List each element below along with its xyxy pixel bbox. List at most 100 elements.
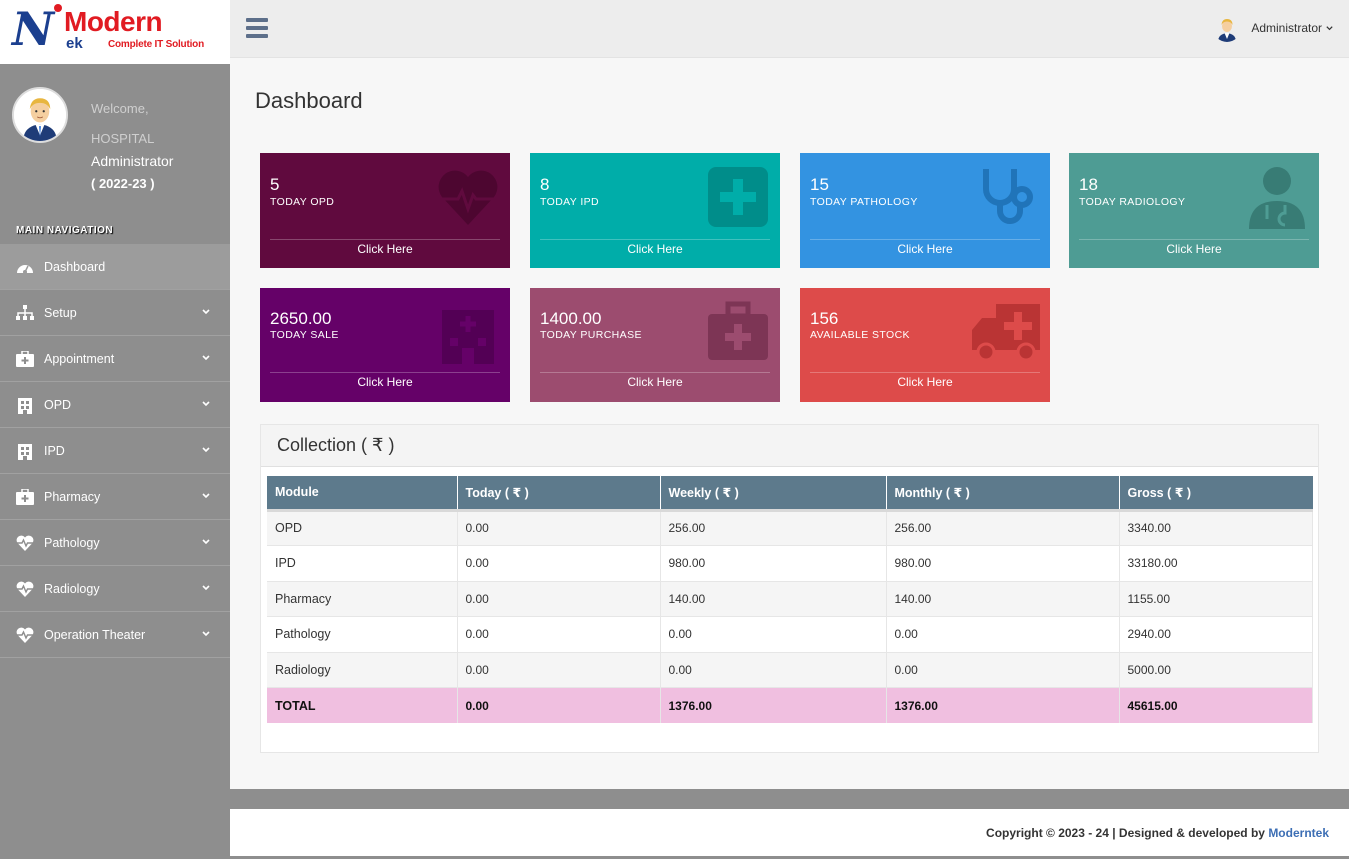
financial-year: ( 2022-23 ) [91, 176, 155, 191]
column-header: Gross ( ₹ ) [1119, 476, 1313, 510]
sidebar-item-setup[interactable]: Setup [0, 290, 230, 336]
stat-box-today-sale: 2650.00 TODAY SALE Click Here [260, 288, 510, 402]
medkit-icon [15, 488, 35, 506]
sidebar-item-pathology[interactable]: Pathology [0, 520, 230, 566]
chevron-down-icon [202, 539, 210, 545]
click-here-link[interactable]: Click Here [1079, 239, 1309, 256]
developer-link[interactable]: Moderntek [1268, 826, 1329, 840]
logo-tagline: Complete IT Solution [108, 39, 204, 50]
logo-dot [54, 4, 62, 12]
click-here-link[interactable]: Click Here [270, 239, 500, 256]
table-cell: 0.00 [457, 510, 661, 546]
table-cell: 140.00 [886, 581, 1120, 617]
org-name: HOSPITAL [91, 131, 155, 146]
user-menu[interactable]: Administrator [1213, 14, 1334, 42]
plus-square-icon [708, 167, 768, 227]
user-menu-label: Administrator [1251, 21, 1322, 35]
sidebar-item-label: Appointment [44, 351, 115, 366]
table-cell: 1376.00 [660, 687, 887, 723]
sidebar-item-operation-theater[interactable]: Operation Theater [0, 612, 230, 658]
sidebar: N Modern ek Complete IT Solution Welcome… [0, 0, 230, 859]
table-cell: 0.00 [457, 652, 661, 688]
collection-title: Collection ( ₹ ) [261, 425, 1318, 467]
copyright-text: Copyright © 2023 - 24 | Designed & devel… [986, 826, 1329, 840]
stat-label: TODAY OPD [270, 196, 335, 208]
column-header: Module [267, 476, 458, 510]
stat-label: TODAY PURCHASE [540, 329, 642, 341]
bottom-border [230, 856, 1349, 859]
table-cell: TOTAL [267, 687, 458, 723]
table-cell: 2940.00 [1119, 616, 1313, 653]
table-row: Pharmacy 0.00 140.00 140.00 1155.00 [267, 581, 1313, 617]
click-here-link[interactable]: Click Here [270, 372, 500, 389]
avatar [12, 87, 68, 143]
sidebar-item-radiology[interactable]: Radiology [0, 566, 230, 612]
stat-box-today-opd: 5 TODAY OPD Click Here [260, 153, 510, 268]
welcome-text: Welcome, [91, 101, 149, 116]
user-panel: Welcome, HOSPITAL Administrator ( 2022-2… [0, 64, 230, 214]
click-here-link[interactable]: Click Here [810, 239, 1040, 256]
sidebar-item-label: Operation Theater [44, 627, 146, 642]
chevron-down-icon [202, 447, 210, 453]
stat-box-today-ipd: 8 TODAY IPD Click Here [530, 153, 780, 268]
hospital-building-icon [15, 396, 35, 414]
sidebar-item-ipd[interactable]: IPD [0, 428, 230, 474]
sidebar-item-label: Dashboard [44, 259, 106, 274]
sidebar-item-label: Setup [44, 305, 77, 320]
nav-header: MAIN NAVIGATION [16, 225, 114, 236]
table-cell: 0.00 [886, 616, 1120, 653]
sidebar-item-label: Pathology [44, 535, 100, 550]
click-here-link[interactable]: Click Here [540, 239, 770, 256]
table-row: Pathology 0.00 0.00 0.00 2940.00 [267, 616, 1313, 653]
table-cell: 0.00 [457, 616, 661, 653]
stethoscope-icon [983, 169, 1033, 224]
chevron-down-icon [202, 309, 210, 315]
table-header-row: Module Today ( ₹ ) Weekly ( ₹ ) Monthly … [267, 476, 1313, 510]
sidebar-item-label: OPD [44, 397, 72, 412]
sidebar-item-label: Pharmacy [44, 489, 101, 504]
table-cell: OPD [267, 510, 458, 546]
table-cell: 140.00 [660, 581, 887, 617]
stat-label: AVAILABLE STOCK [810, 329, 910, 341]
stat-box-today-radiology: 18 TODAY RADIOLOGY Click Here [1069, 153, 1319, 268]
sidebar-item-appointment[interactable]: Appointment [0, 336, 230, 382]
logo-suffix: ek [66, 35, 83, 52]
doctor-icon [1249, 167, 1305, 229]
brand-logo: N Modern ek Complete IT Solution [12, 4, 212, 60]
table-cell: 980.00 [660, 545, 887, 582]
table-cell: 45615.00 [1119, 687, 1313, 723]
table-cell: Pharmacy [267, 581, 458, 617]
logo[interactable]: N Modern ek Complete IT Solution [0, 0, 230, 64]
table-cell: 256.00 [886, 510, 1120, 546]
chevron-down-icon [202, 401, 210, 407]
sidebar-item-dashboard[interactable]: Dashboard [0, 244, 230, 290]
sitemap-icon [15, 304, 35, 322]
table-cell: Pathology [267, 616, 458, 653]
hospital-icon [442, 310, 494, 364]
table-cell: 0.00 [886, 652, 1120, 688]
stat-box-today-pathology: 15 TODAY PATHOLOGY Click Here [800, 153, 1050, 268]
stat-value: 8 [540, 175, 550, 194]
sidebar-item-opd[interactable]: OPD [0, 382, 230, 428]
heartbeat-icon [15, 534, 35, 552]
collection-table: Module Today ( ₹ ) Weekly ( ₹ ) Monthly … [267, 476, 1313, 723]
stat-label: TODAY RADIOLOGY [1079, 196, 1186, 208]
total-row: TOTAL 0.00 1376.00 1376.00 45615.00 [267, 687, 1313, 723]
stat-value: 18 [1079, 175, 1098, 194]
medkit-icon [15, 350, 35, 368]
click-here-link[interactable]: Click Here [810, 372, 1040, 389]
table-cell: Radiology [267, 652, 458, 688]
heartbeat-icon [438, 170, 498, 225]
table-cell: 3340.00 [1119, 510, 1313, 546]
logo-letter: N [12, 2, 55, 56]
stat-value: 5 [270, 175, 280, 194]
sidebar-item-label: IPD [44, 443, 65, 458]
table-cell: 256.00 [660, 510, 887, 546]
stat-label: TODAY PATHOLOGY [810, 196, 918, 208]
copyright-label: Copyright © 2023 - 24 | Designed & devel… [986, 826, 1269, 840]
avatar [1213, 14, 1242, 42]
stat-value: 1400.00 [540, 309, 602, 328]
menu-toggle-icon[interactable] [246, 18, 268, 38]
sidebar-item-pharmacy[interactable]: Pharmacy [0, 474, 230, 520]
click-here-link[interactable]: Click Here [540, 372, 770, 389]
